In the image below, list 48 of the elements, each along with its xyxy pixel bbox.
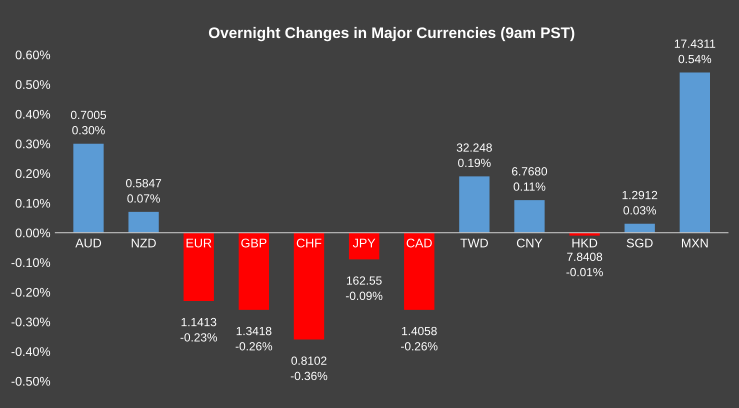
- data-label: 162.55 -0.09%: [346, 276, 382, 300]
- x-tick-label: AUD: [75, 238, 102, 248]
- x-tick-label: JPY: [352, 238, 376, 248]
- bar: [680, 72, 710, 233]
- y-tick-label: 0.60%: [16, 50, 50, 60]
- x-tick-label: TWD: [460, 238, 488, 248]
- data-label: 1.4058 -0.26%: [401, 326, 438, 350]
- data-label: 1.2912 0.03%: [622, 190, 658, 215]
- data-label: 0.5847 0.07%: [126, 179, 162, 203]
- data-label: 1.1413 -0.23%: [180, 318, 218, 342]
- x-tick-label: EUR: [186, 238, 212, 248]
- y-tick-label: -0.40%: [12, 347, 50, 356]
- bar: [459, 176, 490, 233]
- x-tick-label: NZD: [132, 238, 156, 248]
- y-tick-label: 0.20%: [16, 169, 50, 178]
- bar: [404, 232, 434, 310]
- bar: [238, 232, 270, 310]
- data-label: 1.3418 -0.26%: [236, 326, 272, 350]
- data-label: 7.8408 -0.01%: [566, 252, 603, 276]
- x-tick-label: GBP: [241, 238, 266, 248]
- y-tick-label: -0.20%: [12, 288, 50, 297]
- x-tick-label: SGD: [626, 238, 653, 248]
- y-tick-label: 0.50%: [16, 80, 50, 89]
- y-tick-label: -0.10%: [12, 258, 50, 268]
- bar: [73, 144, 104, 233]
- bar: [624, 224, 655, 233]
- data-label: 0.8102 -0.36%: [290, 356, 328, 380]
- y-tick-label: 0.30%: [16, 139, 50, 148]
- y-tick-label: -0.30%: [12, 318, 50, 326]
- data-label: 6.7680 0.11%: [512, 167, 548, 191]
- bar: [128, 212, 159, 233]
- bar: [184, 232, 214, 301]
- y-tick-label: 0.40%: [16, 110, 50, 119]
- data-label: 17.4311 0.54%: [674, 40, 716, 64]
- x-tick-label: CHF: [296, 238, 322, 248]
- data-label: 0.7005 0.30%: [70, 110, 106, 134]
- data-label: 32.248 0.19%: [456, 143, 492, 168]
- x-tick-label: CNY: [516, 238, 542, 248]
- x-tick-label: CAD: [406, 238, 432, 248]
- bar: [514, 200, 545, 233]
- bar: [348, 232, 380, 260]
- chart-title: Overnight Changes in Major Currencies (9am PST): [208, 26, 574, 42]
- x-tick-label: HKD: [572, 238, 598, 248]
- x-tick-label: MXN: [682, 238, 708, 248]
- y-tick-label: 0.00%: [16, 228, 50, 238]
- bar: [294, 232, 324, 340]
- y-tick-label: 0.10%: [16, 198, 50, 208]
- y-tick-label: -0.50%: [12, 376, 50, 386]
